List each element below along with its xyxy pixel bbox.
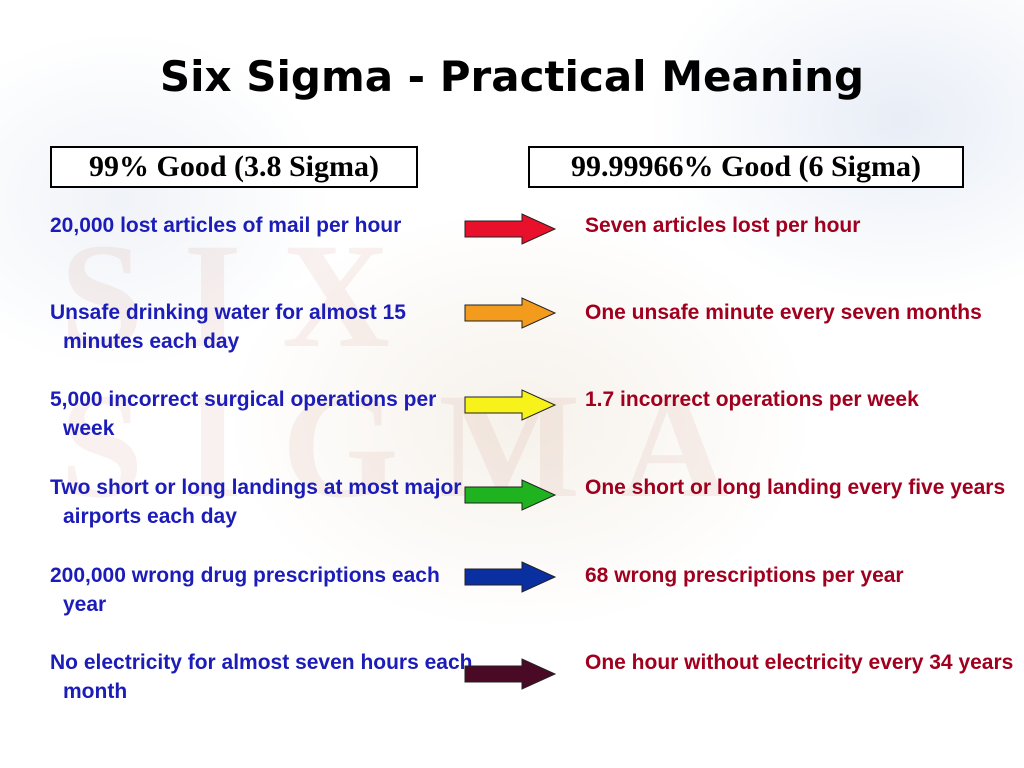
right-item-1: Seven articles lost per hour — [585, 214, 861, 237]
watermark-six: SIX — [60, 213, 431, 379]
right-item-6: One hour without electricity every 34 ye… — [585, 651, 1014, 674]
left-item-4: Two short or long landings at most major… — [50, 476, 462, 528]
left-item-3: 5,000 incorrect surgical operations per … — [50, 388, 437, 440]
header-left-box: 99% Good (3.8 Sigma) — [50, 146, 418, 188]
arrow-1-shape — [464, 213, 557, 245]
left-item-1: 20,000 lost articles of mail per hour — [50, 214, 402, 237]
header-right-box: 99.99966% Good (6 Sigma) — [528, 146, 964, 188]
arrow-5 — [464, 561, 557, 593]
arrow-2-shape — [464, 297, 557, 329]
watermark-sigma: SIGMA — [60, 363, 769, 529]
arrow-3 — [464, 389, 557, 421]
arrow-1 — [464, 213, 557, 245]
left-item-6: No electricity for almost seven hours ea… — [50, 651, 473, 703]
arrow-5-shape — [464, 561, 557, 593]
arrow-6 — [464, 658, 557, 690]
right-item-3: 1.7 incorrect operations per week — [585, 388, 919, 411]
arrow-2 — [464, 297, 557, 329]
arrow-4-shape — [464, 479, 557, 511]
left-item-2: Unsafe drinking water for almost 15 minu… — [50, 301, 406, 353]
right-item-5: 68 wrong prescriptions per year — [585, 564, 904, 587]
page-title: Six Sigma - Practical Meaning — [159, 52, 865, 101]
arrow-6-shape — [464, 658, 557, 690]
right-item-2: One unsafe minute every seven months — [585, 301, 982, 324]
left-item-5: 200,000 wrong drug prescriptions each ye… — [50, 564, 440, 616]
right-item-4: One short or long landing every five yea… — [585, 476, 1006, 499]
arrow-3-shape — [464, 389, 557, 421]
arrow-4 — [464, 479, 557, 511]
